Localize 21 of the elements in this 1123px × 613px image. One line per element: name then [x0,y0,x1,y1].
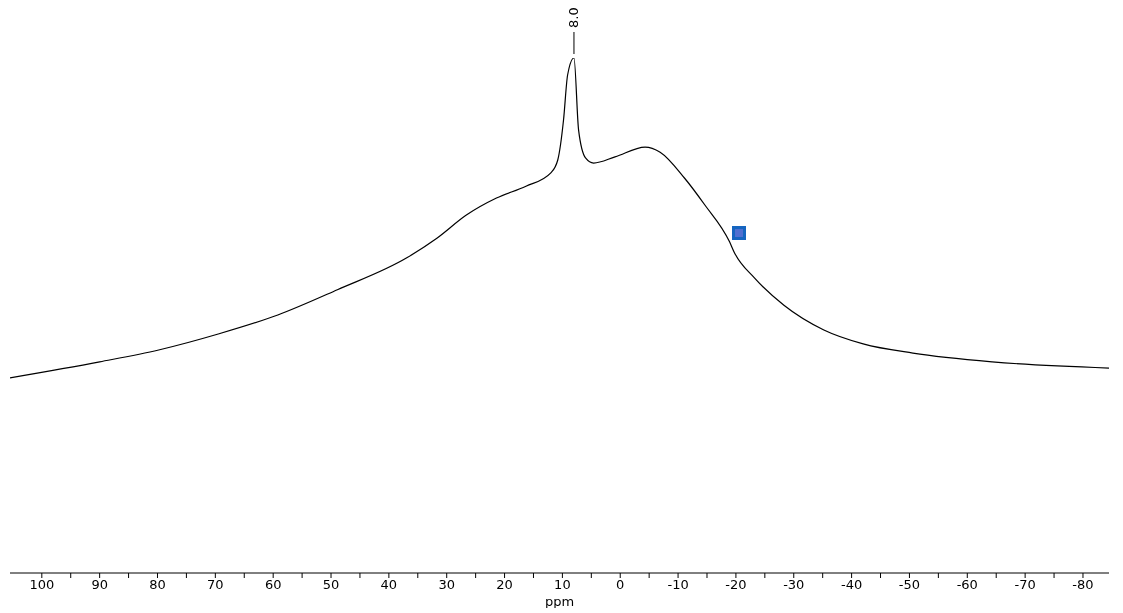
x-tick-label: 40 [380,577,398,593]
x-tick-label: 80 [149,577,166,593]
x-tick-label: 10 [554,577,571,593]
x-tick-label: 20 [496,577,513,593]
x-tick-label: -20 [725,577,747,593]
x-tick-label: -80 [1072,577,1094,593]
x-tick-label: -30 [783,577,805,593]
x-tick-label: -40 [840,577,863,593]
x-tick-label: 30 [438,577,455,593]
x-tick-label: -70 [1014,577,1036,593]
x-tick-label: 0 [616,577,625,593]
x-tick-label: 70 [207,577,224,593]
x-tick-label: -50 [898,577,921,593]
x-tick-label: -60 [956,577,978,593]
annotation: 8.0 [566,7,582,28]
x-tick-label: 90 [91,577,108,593]
x-tick-label: 100 [29,577,55,593]
x-tick-label: 50 [322,577,340,593]
x-axis-title: ppm [544,594,575,609]
x-tick-label: -10 [667,577,689,593]
x-tick-label: 60 [264,577,282,593]
